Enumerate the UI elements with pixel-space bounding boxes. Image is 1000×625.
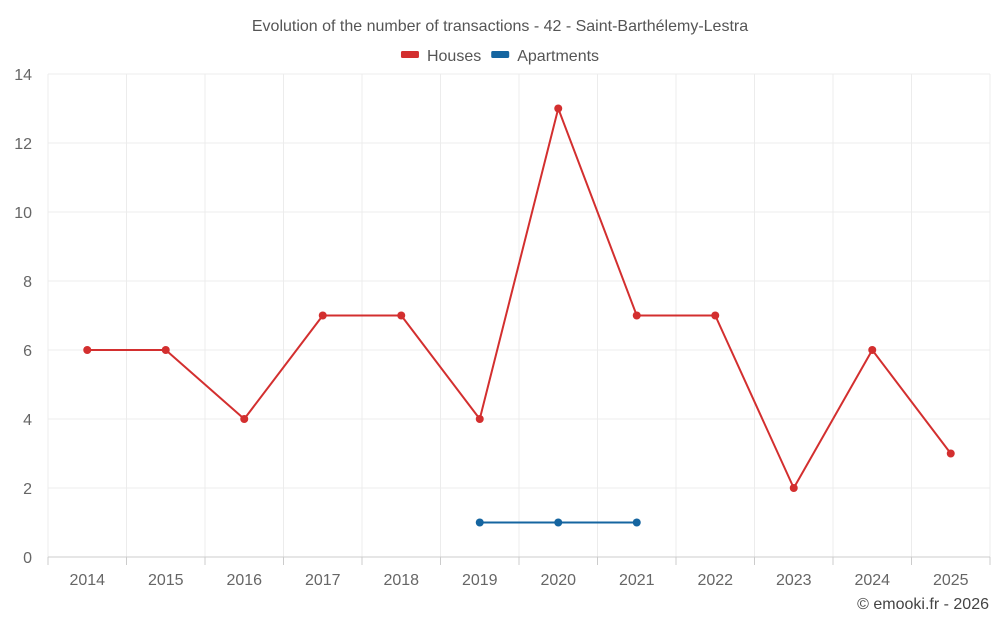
series-line-houses: [87, 107, 952, 489]
x-tick-label: 2014: [69, 572, 105, 589]
y-tick-label: 4: [23, 412, 32, 429]
x-tick-label: 2017: [305, 572, 341, 589]
legend-item-houses[interactable]: Houses: [400, 48, 481, 65]
series-layer: [83, 104, 955, 527]
data-point-houses[interactable]: [789, 484, 798, 492]
data-point-houses[interactable]: [711, 311, 720, 320]
y-tick-label: 2: [23, 481, 32, 498]
legend-item-apartments[interactable]: Apartments: [491, 48, 599, 65]
y-tick-label: 0: [23, 550, 32, 567]
data-point-apartments[interactable]: [475, 518, 484, 527]
data-point-houses[interactable]: [83, 346, 92, 354]
data-point-houses[interactable]: [318, 311, 327, 320]
grid: [47, 73, 991, 557]
data-point-houses[interactable]: [240, 415, 249, 423]
x-tick-label: 2024: [854, 572, 890, 589]
data-point-houses[interactable]: [632, 311, 641, 320]
y-tick-label: 10: [14, 205, 32, 222]
x-tick-label: 2022: [697, 572, 733, 589]
legend-swatch: [400, 51, 419, 58]
data-point-houses[interactable]: [475, 415, 484, 423]
chart-title: Evolution of the number of transactions …: [252, 18, 748, 35]
data-point-apartments[interactable]: [554, 518, 563, 527]
x-tick-label: 2021: [619, 572, 655, 589]
data-point-apartments[interactable]: [632, 518, 641, 527]
y-axis: 0 2 4 6 8 10 12 14: [14, 67, 32, 567]
credit-text: © emooki.fr - 2026: [857, 596, 989, 613]
x-tick-label: 2019: [462, 572, 498, 589]
series-houses: [83, 104, 955, 492]
x-tick-label: 2015: [148, 572, 184, 589]
data-point-houses[interactable]: [554, 104, 563, 113]
data-point-houses[interactable]: [946, 449, 955, 458]
data-point-houses[interactable]: [397, 311, 406, 320]
legend-label: Houses: [427, 48, 481, 65]
x-tick-label: 2016: [226, 572, 262, 589]
x-tick-label: 2023: [776, 572, 812, 589]
y-tick-label: 6: [23, 343, 32, 360]
series-apartments: [475, 518, 641, 527]
data-point-houses[interactable]: [161, 346, 170, 354]
x-tick-label: 2025: [933, 572, 969, 589]
legend-label: Apartments: [517, 48, 599, 65]
x-tick-label: 2018: [383, 572, 419, 589]
x-tick-label: 2020: [540, 572, 576, 589]
y-tick-label: 8: [23, 274, 32, 291]
legend-swatch: [491, 51, 510, 58]
data-point-houses[interactable]: [868, 346, 877, 354]
legend: Houses Apartments: [400, 48, 599, 65]
x-axis: 2014 2015 2016 2017 2018 2019 2020 2021 2022 2023…: [47, 556, 991, 589]
y-tick-label: 12: [14, 136, 32, 153]
y-tick-label: 14: [14, 67, 32, 84]
